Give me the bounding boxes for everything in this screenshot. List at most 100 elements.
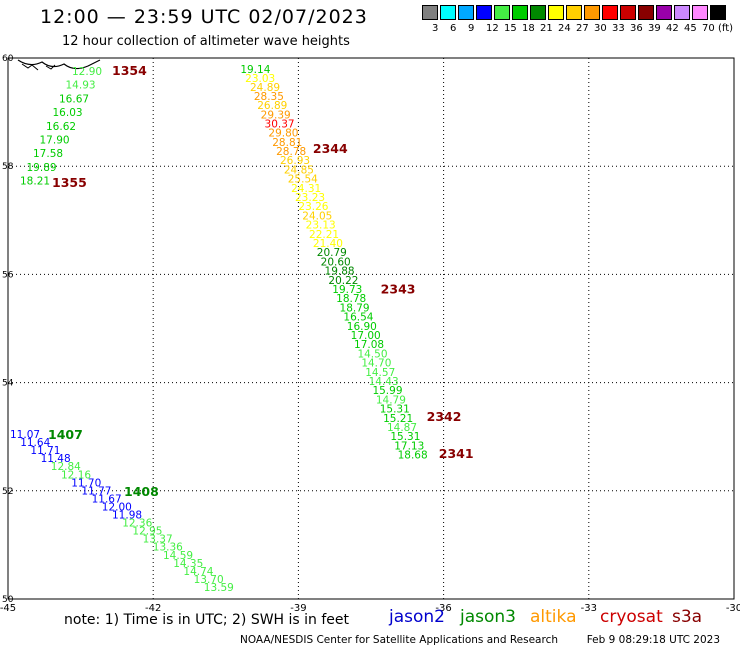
swh-value-label: 11.77 <box>81 485 111 497</box>
swh-value-label: 24.05 <box>302 210 332 222</box>
swh-value-label: 12.84 <box>51 461 81 473</box>
swh-value-label: 14.59 <box>163 550 193 562</box>
legend-label: 15 <box>504 23 517 34</box>
swh-value-label: 19.14 <box>240 64 270 76</box>
swh-value-label: 11.71 <box>30 445 60 457</box>
swh-value-label: 16.90 <box>347 321 377 333</box>
legend-swatch <box>422 5 438 20</box>
swh-value-label: 23.23 <box>295 192 325 204</box>
swh-value-label: 12.95 <box>132 526 162 538</box>
swh-value-label: 24.85 <box>284 164 314 176</box>
legend-swatch <box>602 5 618 20</box>
swh-value-label: 11.67 <box>92 493 122 505</box>
swh-value-label: 14.35 <box>173 558 203 570</box>
lon-tick-label: -39 <box>290 603 306 614</box>
time-label: 1408 <box>124 484 159 499</box>
legend-swatch <box>638 5 654 20</box>
sat-label-altika: altika <box>530 607 577 627</box>
swh-value-label: 15.21 <box>383 413 413 425</box>
map-frame <box>7 57 735 600</box>
swh-value-label: 17.13 <box>394 440 424 452</box>
legend-label: 36 <box>630 23 643 34</box>
swh-value-label: 24.89 <box>250 82 280 94</box>
credit-text: NOAA/NESDIS Center for Satellite Applica… <box>240 634 558 646</box>
time-label: 2341 <box>439 446 474 461</box>
time-label: 2342 <box>427 409 462 424</box>
swh-value-label: 13.36 <box>153 542 183 554</box>
lat-tick-label: 58 <box>2 162 14 172</box>
legend-label: 30 <box>594 23 607 34</box>
legend-swatch <box>710 5 726 20</box>
legend-label: 33 <box>612 23 625 34</box>
legend-swatch <box>674 5 690 20</box>
sat-label-jason2: jason2 <box>389 607 445 627</box>
swh-value-label: 13.37 <box>143 534 173 546</box>
lat-tick-label: 50 <box>2 595 14 605</box>
swh-value-label: 26.93 <box>280 155 310 167</box>
swh-value-label: 11.48 <box>41 453 71 465</box>
legend-label: 3 <box>432 23 439 34</box>
swh-value-label: 16.67 <box>59 93 89 105</box>
coastline-detail <box>21 63 56 71</box>
time-label: 1354 <box>112 63 147 78</box>
swh-value-label: 18.79 <box>340 302 370 314</box>
legend-swatch <box>494 5 510 20</box>
sat-label-jason3: jason3 <box>460 607 516 627</box>
swh-value-label: 18.68 <box>398 450 428 462</box>
time-label: 1355 <box>52 175 87 190</box>
lat-tick-label: 54 <box>2 379 14 389</box>
swh-value-label: 14.43 <box>369 376 399 388</box>
generated-timestamp: Feb 9 08:29:18 UTC 2023 <box>586 634 721 646</box>
swh-value-label: 17.58 <box>33 148 63 160</box>
credit-line: NOAA/NESDIS Center for Satellite Applica… <box>240 634 720 646</box>
swh-value-label: 11.64 <box>20 437 50 449</box>
swh-value-label: 26.89 <box>257 100 287 112</box>
lon-tick-label: -36 <box>435 603 451 614</box>
swh-value-label: 23.13 <box>306 220 336 232</box>
sat-label-cryosat: cryosat <box>600 607 663 627</box>
swh-value-label: 11.98 <box>112 510 142 522</box>
lon-tick-label: -45 <box>0 603 16 614</box>
legend-swatch <box>692 5 708 20</box>
legend-label: 9 <box>468 23 475 34</box>
swh-value-label: 13.59 <box>204 582 234 594</box>
swh-value-label: 14.79 <box>376 394 406 406</box>
swh-value-label: 30.37 <box>265 118 295 130</box>
swh-value-label: 16.54 <box>343 312 373 324</box>
legend-label: 6 <box>450 23 457 34</box>
legend-label: 39 <box>648 23 661 34</box>
legend-label: 27 <box>576 23 589 34</box>
swh-value-label: 14.74 <box>183 566 213 578</box>
lon-tick-label: -42 <box>145 603 161 614</box>
swh-value-label: 17.08 <box>354 339 384 351</box>
legend-swatch <box>548 5 564 20</box>
legend-label: 42 <box>666 23 679 34</box>
lon-tick-label: -30 <box>726 603 740 614</box>
legend-label: 18 <box>522 23 535 34</box>
swh-value-label: 18.21 <box>20 176 50 188</box>
swh-value-label: 14.87 <box>387 422 417 434</box>
swh-value-label: 14.93 <box>66 80 96 92</box>
legend-label: 12 <box>486 23 499 34</box>
sat-label-s3a: s3a <box>672 607 703 627</box>
legend-swatch <box>566 5 582 20</box>
map-subtitle: 12 hour collection of altimeter wave hei… <box>62 34 350 49</box>
swh-value-label: 14.70 <box>361 358 391 370</box>
lon-tick-label: -33 <box>581 603 597 614</box>
legend-swatch <box>656 5 672 20</box>
swh-value-label: 12.16 <box>61 469 91 481</box>
swh-value-label: 28.35 <box>254 91 284 103</box>
lat-tick-label: 60 <box>2 54 14 64</box>
swh-value-label: 28.78 <box>276 146 306 158</box>
swh-value-label: 11.07 <box>10 429 40 441</box>
legend-swatch <box>530 5 546 20</box>
swh-value-label: 29.39 <box>261 109 291 121</box>
swh-value-label: 17.90 <box>40 135 70 147</box>
swh-value-label: 13.70 <box>194 574 224 586</box>
legend-swatch <box>476 5 492 20</box>
time-label: 2344 <box>313 141 348 156</box>
legend-swatch <box>458 5 474 20</box>
swh-value-label: 25.54 <box>288 174 318 186</box>
